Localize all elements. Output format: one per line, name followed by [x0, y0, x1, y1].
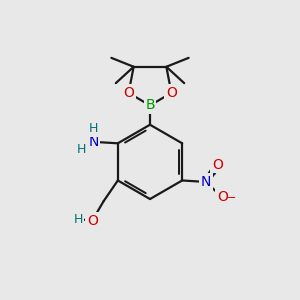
Text: H: H [89, 122, 98, 135]
Text: N: N [201, 175, 211, 189]
Text: O: O [166, 86, 177, 100]
Text: O: O [123, 86, 134, 100]
Text: H: H [73, 213, 83, 226]
Text: O: O [87, 214, 98, 228]
Text: O: O [217, 190, 228, 204]
Text: N: N [88, 135, 99, 149]
Text: +: + [210, 167, 218, 177]
Text: O: O [212, 158, 223, 172]
Text: −: − [227, 193, 236, 203]
Text: B: B [145, 98, 155, 112]
Text: H: H [76, 143, 86, 156]
